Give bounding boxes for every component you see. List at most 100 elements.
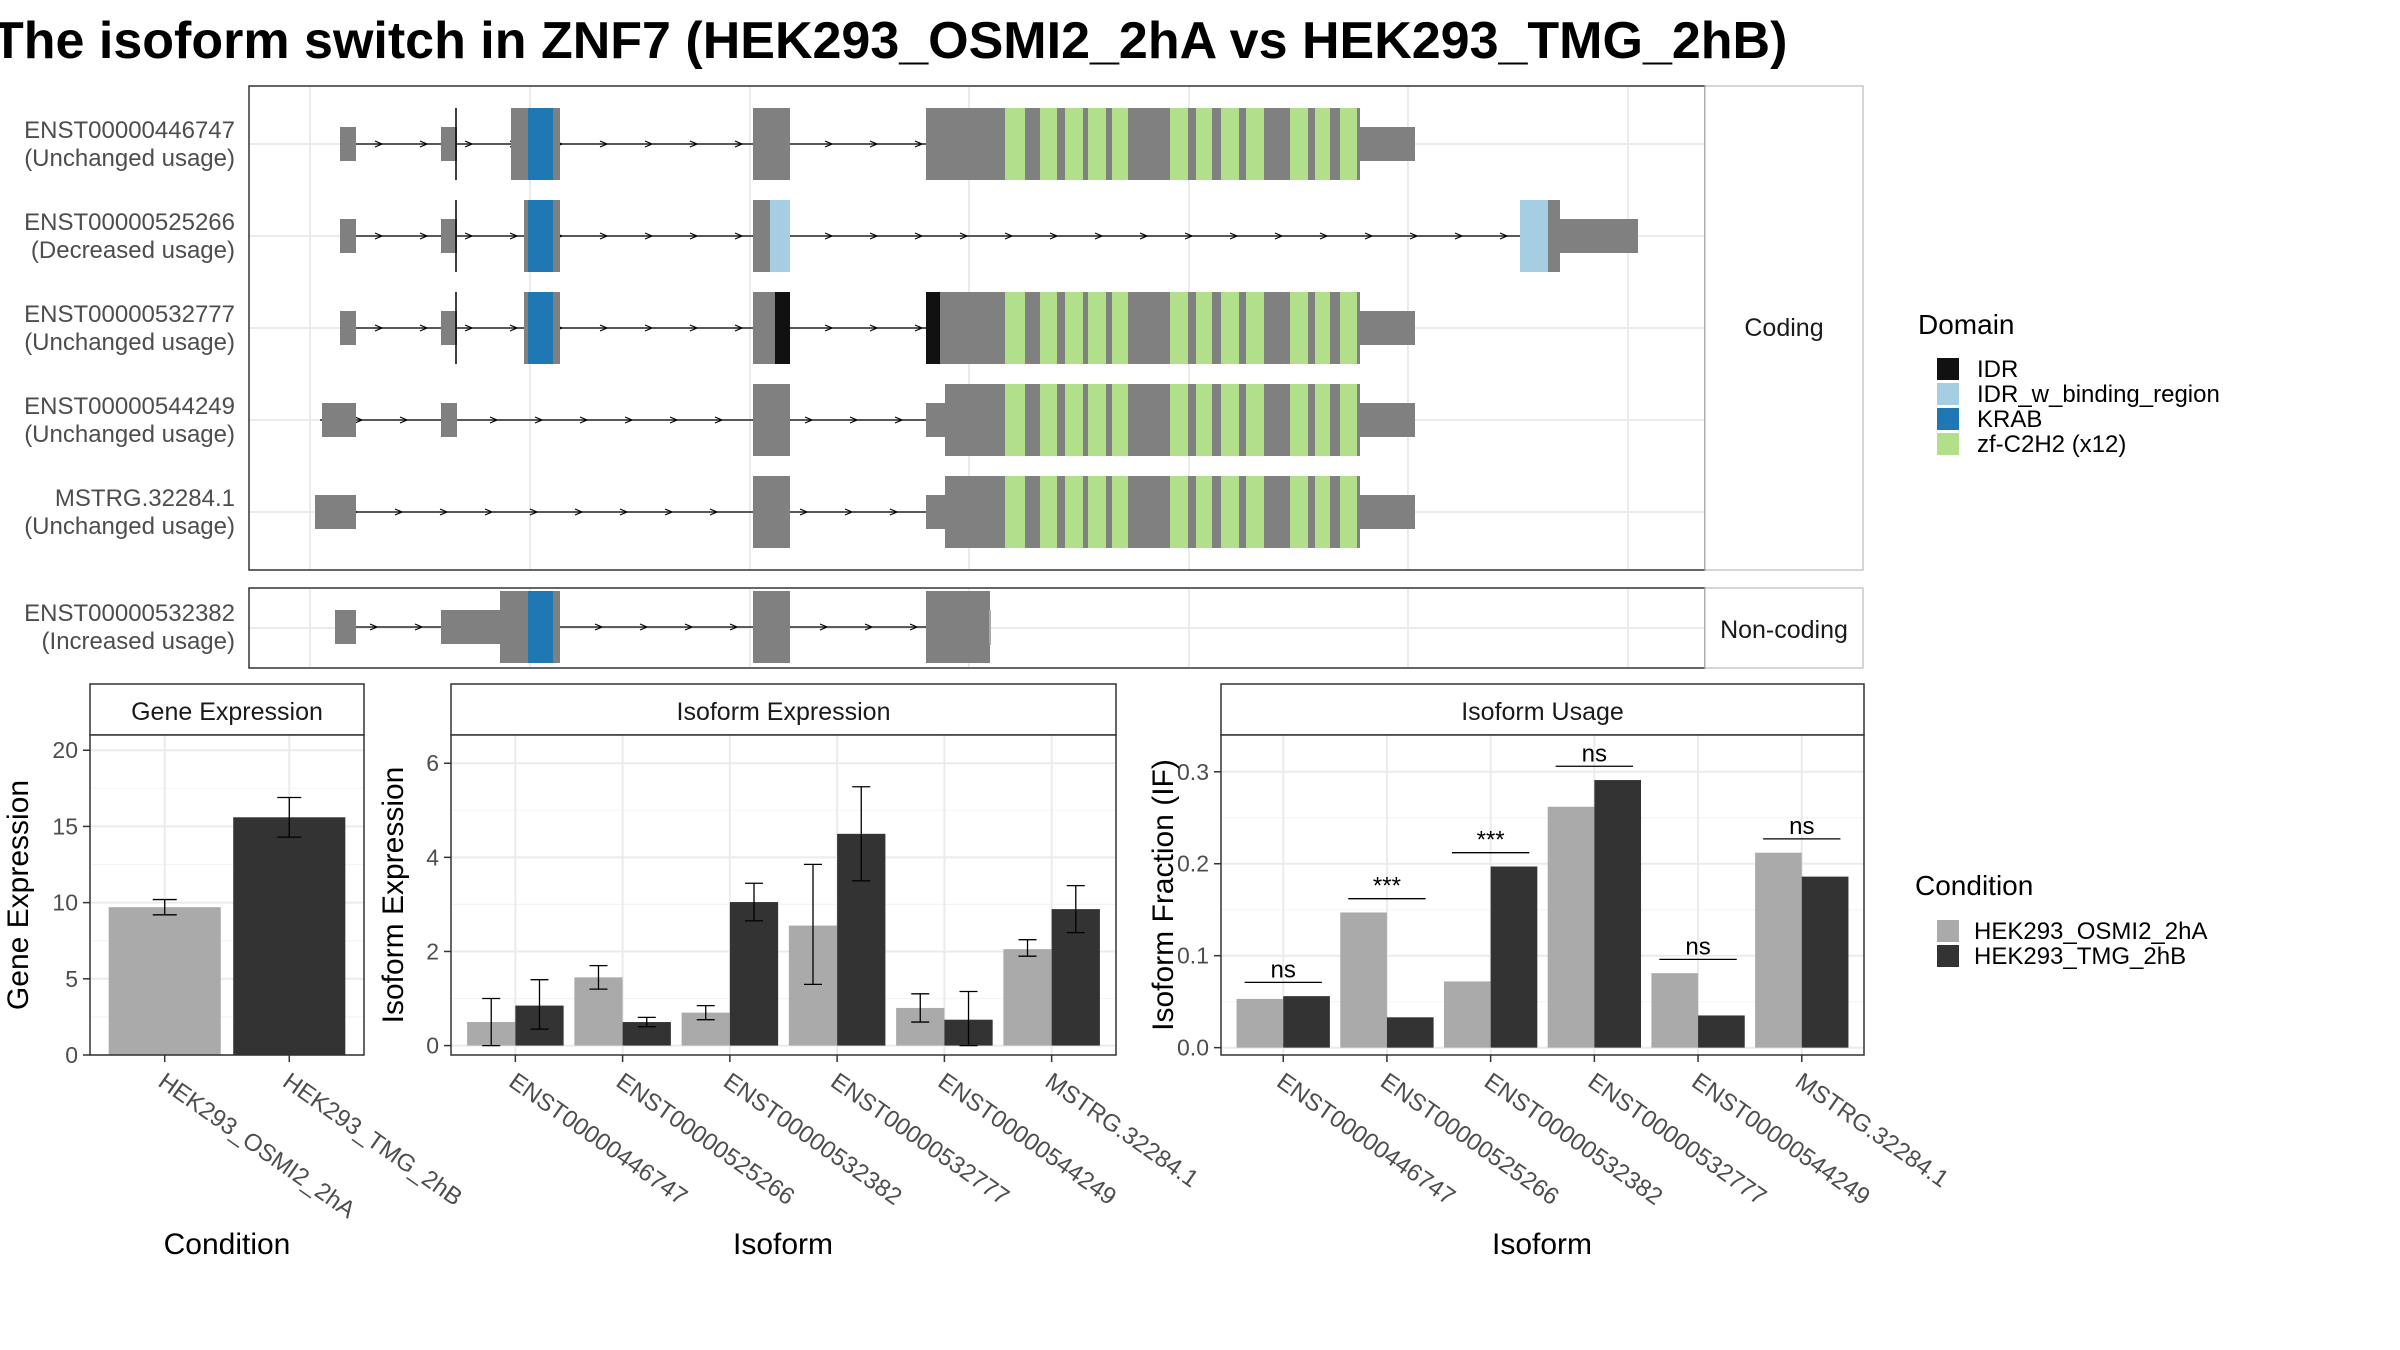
exon-block: [1040, 384, 1057, 456]
exon-block: [1340, 292, 1357, 364]
y-tick-label: 0: [426, 1033, 439, 1059]
legend-label: IDR: [1977, 356, 2018, 383]
strand-arrow: [1319, 232, 1329, 240]
strand-arrow: [844, 508, 854, 516]
noncoding-strip: [1704, 587, 1864, 669]
bar-hek293_tmg_2hb: [233, 817, 346, 1055]
exon-block: [753, 200, 770, 272]
exon-block: [322, 403, 356, 437]
exon-block: [1040, 292, 1057, 364]
chart-title: Isoform Usage: [1461, 698, 1624, 726]
transcript-ENST00000446747: [340, 108, 1415, 180]
strand-arrow: [374, 140, 384, 148]
exon-block: [1340, 108, 1357, 180]
strand-arrow: [639, 623, 649, 631]
legend-swatch-hek293-tmg-2hb: [1937, 945, 1959, 967]
bar-hek293_tmg_2hb: [1594, 780, 1642, 1048]
strand-arrow: [689, 232, 699, 240]
strand-arrow: [869, 140, 879, 148]
exon-block: [1196, 108, 1212, 180]
exon-block: [340, 311, 356, 345]
exon-block: [441, 610, 500, 644]
bar-hek293_osmi2_2ha: [108, 907, 221, 1055]
strand-arrow: [414, 623, 424, 631]
strand-arrow: [1229, 232, 1239, 240]
strand-arrow: [1409, 232, 1419, 240]
strand-arrow: [689, 324, 699, 332]
significance-label: ns: [1789, 813, 1814, 840]
bar-hek293_osmi2_2ha: [1340, 912, 1387, 1048]
chart-strip: [89, 683, 365, 736]
exon-block: [340, 219, 356, 253]
exon-block: [1088, 292, 1106, 364]
exon-block: [1170, 384, 1188, 456]
exon-block: [753, 292, 775, 364]
exon-block: [770, 200, 790, 272]
exon-block: [753, 476, 790, 548]
strand-arrow: [959, 232, 969, 240]
exon-block: [1221, 292, 1239, 364]
transcript-id-label: ENST00000532777: [24, 301, 235, 328]
exon-block: [1360, 127, 1415, 161]
y-tick-label: 0.1: [1177, 943, 1209, 969]
strand-arrow: [644, 232, 654, 240]
strand-arrow: [734, 324, 744, 332]
y-tick-label: 0.3: [1177, 759, 1209, 785]
strand-arrow: [594, 623, 604, 631]
exon-block: [441, 403, 457, 437]
exon-block: [1005, 384, 1025, 456]
strand-arrow: [909, 623, 919, 631]
bar-hek293_tmg_2hb: [1490, 866, 1538, 1048]
significance-label: ns: [1582, 740, 1607, 767]
exon-block: [553, 200, 560, 272]
exon-block: [315, 495, 356, 529]
strand-arrow: [819, 623, 829, 631]
strand-arrow: [669, 416, 679, 424]
strand-arrow: [894, 416, 904, 424]
strand-arrow: [464, 324, 474, 332]
exon-block: [1221, 108, 1239, 180]
y-tick-label: 0: [65, 1042, 78, 1068]
transcript-id-label: MSTRG.32284.1: [55, 485, 235, 512]
strand-arrow: [709, 508, 719, 516]
strand-arrow: [1364, 232, 1374, 240]
exon-block: [753, 108, 790, 180]
plot-frame: [1220, 734, 1865, 1056]
exon-block: [1315, 384, 1330, 456]
transcript-id-label: ENST00000532382: [24, 600, 235, 627]
exon-block: [1196, 292, 1212, 364]
y-tick-label: 15: [52, 813, 78, 839]
bar-hek293_osmi2_2ha: [1236, 998, 1284, 1048]
strand-arrow: [1094, 232, 1104, 240]
exon-block: [1360, 311, 1415, 345]
strand-arrow: [399, 416, 409, 424]
strand-arrow: [644, 140, 654, 148]
strand-arrow: [889, 508, 899, 516]
significance-label: ns: [1685, 933, 1710, 960]
strand-arrow: [464, 140, 474, 148]
legend-label: HEK293_TMG_2hB: [1974, 943, 2186, 970]
strand-arrow: [664, 508, 674, 516]
coding-strip: [1704, 85, 1864, 571]
x-tick-label: ENST00000544249: [933, 1068, 1121, 1211]
exon-block: [1315, 292, 1330, 364]
exon-block: [1340, 384, 1357, 456]
exon-block: [1065, 476, 1083, 548]
exon-block: [926, 403, 945, 437]
significance-label: ***: [1373, 873, 1401, 900]
legend-swatch-zf-c2h2-x12-: [1937, 433, 1959, 455]
transcript-usage-label: (Unchanged usage): [24, 145, 235, 172]
strand-arrow: [419, 324, 429, 332]
strand-arrow: [734, 232, 744, 240]
strand-arrow: [484, 508, 494, 516]
transcript-id-label: ENST00000525266: [24, 209, 235, 236]
x-tick-label: ENST00000525266: [1375, 1068, 1563, 1211]
legend-label: HEK293_OSMI2_2hA: [1974, 918, 2207, 945]
transcript-usage-label: (Decreased usage): [31, 237, 235, 264]
exon-block: [1005, 108, 1025, 180]
strand-arrow: [804, 416, 814, 424]
exon-block: [1065, 384, 1083, 456]
exon-block: [775, 292, 790, 364]
bar-hek293_tmg_2hb: [1698, 1015, 1745, 1048]
